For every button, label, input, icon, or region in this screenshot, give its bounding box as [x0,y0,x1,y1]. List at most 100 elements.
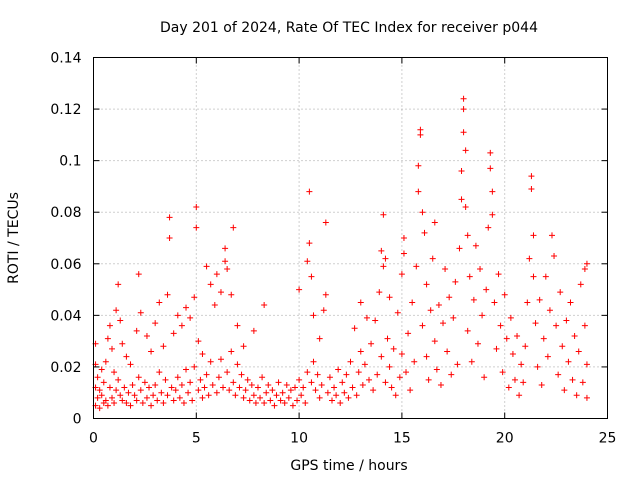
data-point [400,235,407,241]
data-point [405,330,412,337]
data-point [491,299,498,306]
data-point [113,307,120,314]
data-point [437,381,444,388]
data-point [573,392,580,399]
data-point [275,379,282,386]
data-point [390,345,397,352]
data-point [396,374,403,381]
data-point [259,374,266,381]
data-point [267,397,274,404]
data-point [230,224,237,231]
data-point [398,271,405,278]
data-point [372,317,379,324]
data-point [195,387,202,394]
data-point [106,384,113,391]
x-tick-label: 10 [290,431,308,447]
data-point [540,335,547,342]
data-point [178,381,185,388]
data-point [174,374,181,381]
data-point [213,389,220,396]
data-point [462,147,469,154]
data-point [328,397,335,404]
data-point [460,129,467,136]
data-point [178,322,185,329]
data-point [470,296,477,303]
grid-lines [93,57,608,419]
data-point [201,384,208,391]
data-point [483,286,490,293]
data-point [559,343,566,350]
data-point [246,397,253,404]
data-point [567,299,574,306]
data-point [300,384,307,391]
data-point [316,394,323,401]
data-point [250,392,257,399]
data-point [121,384,128,391]
data-point [217,289,224,296]
data-point [464,327,471,334]
data-point [104,402,111,409]
data-point [421,229,428,236]
data-point [133,397,140,404]
data-point [335,366,342,373]
data-point [141,379,148,386]
data-point [100,379,107,386]
data-point [170,397,177,404]
data-point [119,397,126,404]
data-point [542,273,549,280]
data-point [135,271,142,278]
data-point [252,400,259,407]
y-tick-label: 0.02 [50,360,81,376]
data-point [261,400,268,407]
data-point [160,400,167,407]
data-point [127,402,134,409]
data-point [183,366,190,373]
data-point [536,296,543,303]
data-point [544,353,551,360]
data-point [481,374,488,381]
data-point [528,186,535,193]
data-point [423,281,430,288]
data-point [411,358,418,365]
data-point [363,314,370,321]
data-point [339,379,346,386]
data-point [199,351,206,358]
data-point [273,392,280,399]
data-point [193,204,200,211]
data-point [123,353,130,360]
data-point [318,381,325,388]
data-point [503,335,510,342]
data-point [104,335,111,342]
data-point [331,384,338,391]
data-point [495,271,502,278]
data-point [285,394,292,401]
data-point [308,273,315,280]
data-point [378,353,385,360]
data-marks [92,95,590,412]
data-point [382,379,389,386]
data-point [224,265,231,272]
data-point [322,219,329,226]
data-point [581,322,588,329]
data-point [242,387,249,394]
data-point [236,384,243,391]
data-point [195,338,202,345]
data-point [96,405,103,412]
data-point [361,361,368,368]
y-tick-labels: 0 0.02 0.04 0.06 0.08 0.1 0.12 0.14 [50,51,81,428]
data-point [561,387,568,394]
data-point [263,389,270,396]
data-point [143,332,150,339]
data-point [357,348,364,355]
plot-frame [93,57,608,419]
data-point [298,392,305,399]
x-tick-label: 25 [599,431,617,447]
data-point [581,265,588,272]
data-point [213,271,220,278]
data-point [240,343,247,350]
data-point [456,245,463,252]
data-point [98,392,105,399]
data-point [164,392,171,399]
data-point [189,397,196,404]
data-point [148,402,155,409]
